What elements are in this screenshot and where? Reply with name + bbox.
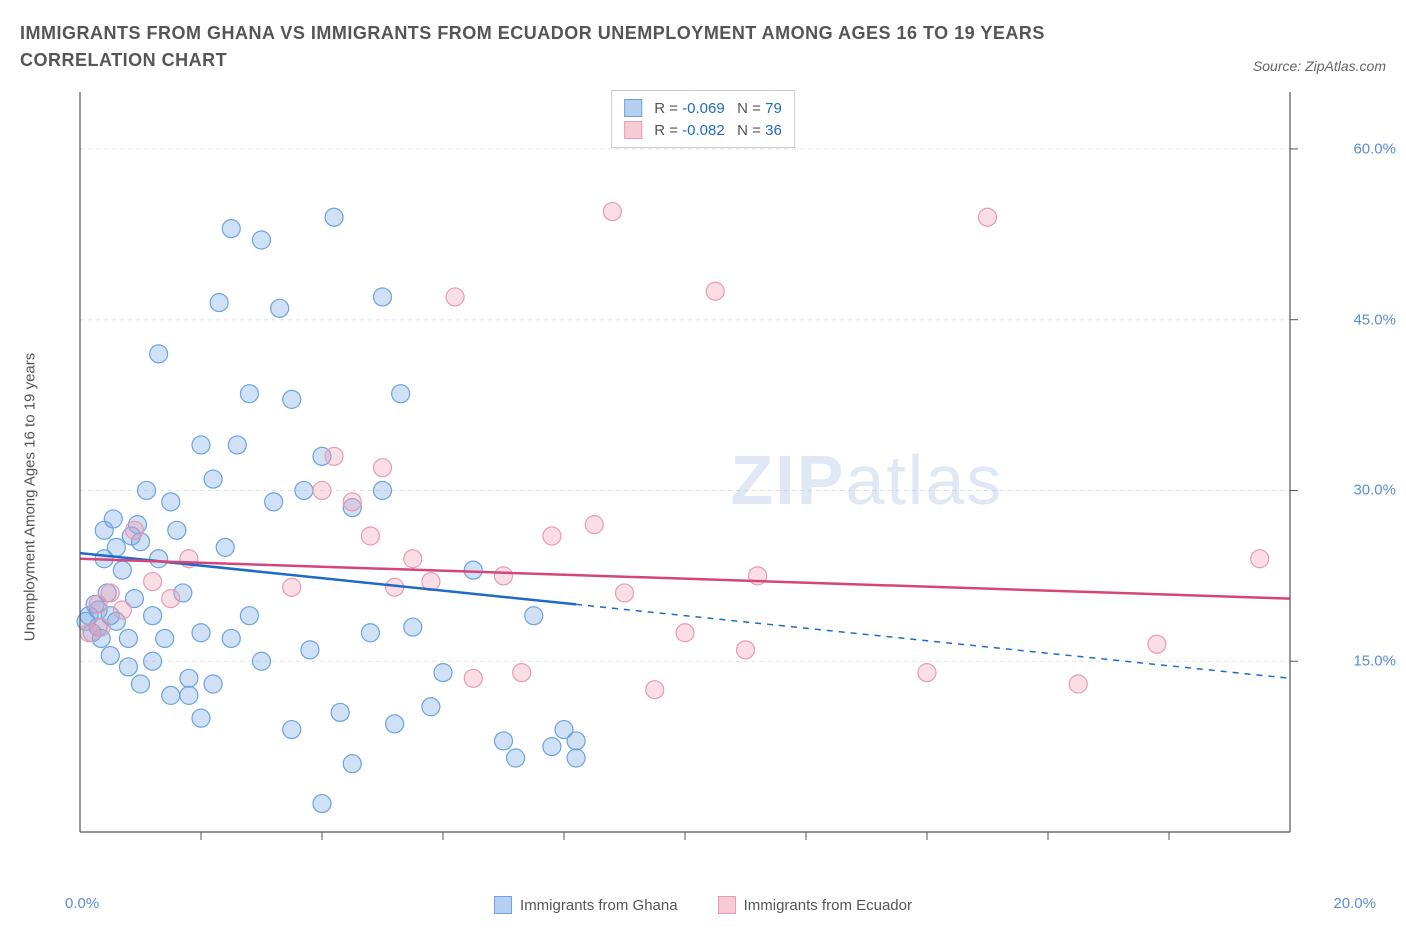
legend-item: Immigrants from Ghana [494, 896, 678, 914]
y-tick-label: 45.0% [1353, 311, 1396, 328]
y-tick-label: 15.0% [1353, 653, 1396, 670]
scatter-plot [65, 82, 1345, 862]
legend-swatch [624, 99, 642, 117]
y-axis-label: Unemployment Among Ages 16 to 19 years [22, 353, 39, 642]
legend-item: Immigrants from Ecuador [718, 896, 912, 914]
stats-text: R = -0.069 N = 79 [654, 100, 782, 117]
chart-title: IMMIGRANTS FROM GHANA VS IMMIGRANTS FROM… [20, 20, 1120, 74]
legend-label: Immigrants from Ecuador [744, 897, 912, 914]
x-min-label: 0.0% [65, 895, 99, 912]
legend-label: Immigrants from Ghana [520, 897, 678, 914]
series-legend: Immigrants from Ghana Immigrants from Ecu… [494, 896, 912, 914]
chart-area: Unemployment Among Ages 16 to 19 years Z… [20, 82, 1386, 912]
legend-swatch [624, 121, 642, 139]
legend-swatch [718, 896, 736, 914]
y-tick-label: 60.0% [1353, 140, 1396, 157]
y-tick-label: 30.0% [1353, 482, 1396, 499]
legend-swatch [494, 896, 512, 914]
stats-legend: R = -0.069 N = 79 R = -0.082 N = 36 [611, 90, 795, 148]
stats-legend-row: R = -0.069 N = 79 [624, 97, 782, 119]
stats-legend-row: R = -0.082 N = 36 [624, 119, 782, 141]
stats-text: R = -0.082 N = 36 [654, 122, 782, 139]
x-max-label: 20.0% [1333, 895, 1376, 912]
source-label: Source: ZipAtlas.com [1253, 58, 1386, 74]
